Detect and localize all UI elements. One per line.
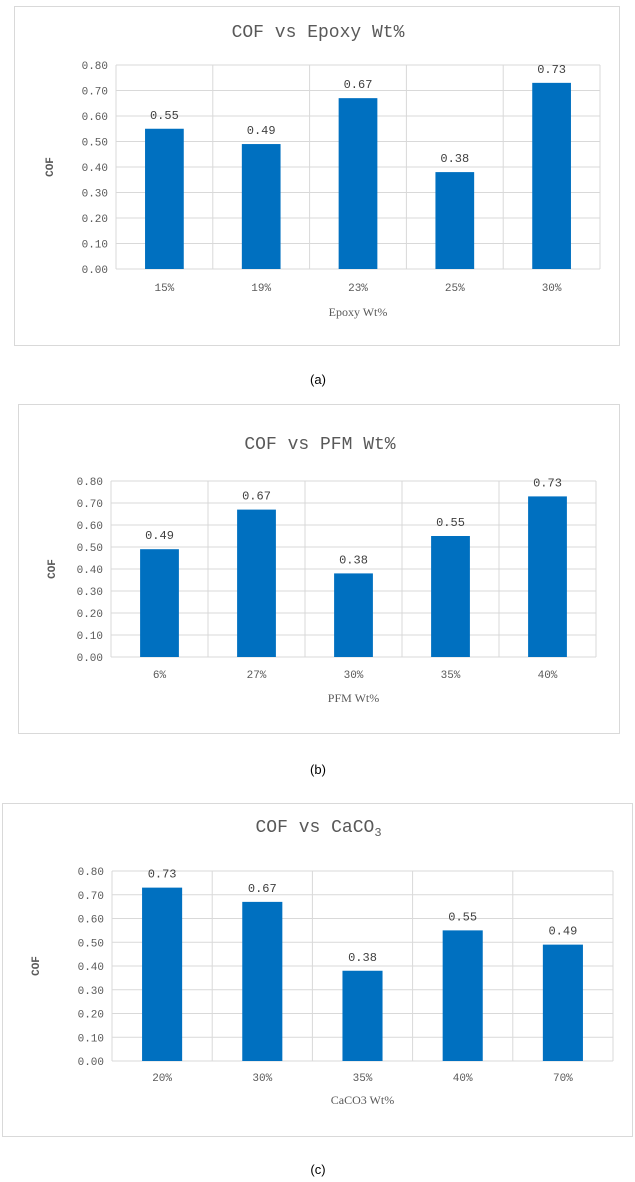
x-tick-label: 23% [348, 283, 368, 295]
caption-a: (a) [310, 372, 326, 387]
bar-15pct [145, 128, 184, 269]
data-label: 0.73 [537, 63, 566, 77]
data-label: 0.38 [339, 553, 368, 567]
bar-40pct [528, 496, 567, 657]
chart-panel-c: COF vs CaCO3 0.00 0.10 0.20 0.30 0.40 0.50 0.60… [2, 803, 633, 1137]
x-tick-label: 25% [445, 283, 465, 295]
caption-c: (c) [310, 1162, 326, 1177]
bar-30pct [532, 82, 571, 269]
x-tick-label: 15% [154, 283, 174, 295]
x-tick-label: 70% [553, 1073, 573, 1085]
y-tick-label: 0.60 [77, 521, 103, 533]
y-tick-label: 0.20 [82, 214, 108, 226]
data-label: 0.49 [548, 925, 577, 939]
bar-23pct [338, 98, 378, 270]
data-label: 0.67 [248, 882, 277, 896]
y-tick-label: 0.70 [82, 87, 108, 99]
data-label: 0.38 [440, 152, 469, 166]
y-tick-label: 0.50 [78, 938, 104, 950]
data-label: 0.67 [242, 490, 271, 504]
y-tick-label: 0.10 [78, 1033, 104, 1045]
chart-title: COF vs Epoxy Wt% [232, 23, 405, 43]
chart-title: COF vs PFM Wt% [244, 435, 395, 455]
data-label: 0.55 [150, 109, 179, 123]
x-axis-title: PFM Wt% [328, 691, 379, 705]
bar-35pct [342, 970, 383, 1061]
x-tick-label: 35% [353, 1073, 373, 1085]
chart-panel-a: COF vs Epoxy Wt% 0.00 0.10 0.20 0.30 0.40 0.50… [14, 6, 620, 346]
chart-svg-a: COF vs Epoxy Wt% 0.00 0.10 0.20 0.30 0.40 0.50… [45, 23, 601, 319]
x-tick-label: 30% [252, 1073, 272, 1085]
y-axis-title: COF [31, 956, 43, 976]
y-axis-title: COF [47, 559, 59, 579]
bar-6pct [140, 549, 179, 657]
y-tick-label: 0.80 [78, 867, 104, 879]
bar-27pct [237, 509, 276, 657]
y-tick-label: 0.20 [78, 1010, 104, 1022]
y-tick-label: 0.40 [82, 163, 108, 175]
x-tick-label: 40% [453, 1073, 473, 1085]
data-label: 0.55 [448, 910, 477, 924]
caption-b: (b) [310, 762, 326, 777]
y-tick-label: 0.00 [77, 653, 103, 665]
y-tick-label: 0.40 [78, 962, 104, 974]
data-label: 0.73 [533, 476, 562, 490]
bar-40pct [442, 930, 483, 1061]
y-tick-label: 0.60 [82, 112, 108, 124]
y-tick-label: 0.20 [77, 609, 103, 621]
x-axis-title: Epoxy Wt% [329, 305, 388, 319]
chart-title: COF vs CaCO3 [255, 818, 381, 840]
x-tick-label: 35% [441, 670, 461, 682]
bar-30pct [242, 901, 283, 1061]
y-tick-label: 0.30 [82, 189, 108, 201]
bar-35pct [431, 536, 470, 657]
y-tick-label: 0.60 [78, 915, 104, 927]
data-label: 0.73 [148, 868, 177, 882]
x-axis-title: CaCO3 Wt% [331, 1093, 394, 1107]
y-tick-label: 0.70 [78, 891, 104, 903]
y-tick-label: 0.10 [82, 240, 108, 252]
y-tick-label: 0.80 [82, 61, 108, 73]
y-tick-label: 0.50 [82, 138, 108, 150]
x-tick-label: 19% [251, 283, 271, 295]
bar-30pct [334, 573, 373, 657]
bar-25pct [435, 172, 475, 269]
y-tick-label: 0.30 [78, 986, 104, 998]
y-tick-label: 0.10 [77, 631, 103, 643]
x-tick-label: 20% [152, 1073, 172, 1085]
data-label: 0.67 [344, 78, 373, 92]
x-tick-label: 30% [542, 283, 562, 295]
x-tick-label: 6% [153, 670, 167, 682]
y-tick-label: 0.80 [77, 477, 103, 489]
y-tick-label: 0.00 [78, 1057, 104, 1069]
bar-70pct [542, 944, 583, 1061]
y-tick-label: 0.50 [77, 543, 103, 555]
y-tick-label: 0.30 [77, 587, 103, 599]
x-tick-label: 40% [538, 670, 558, 682]
y-tick-label: 0.00 [82, 265, 108, 277]
y-axis-title: COF [45, 157, 57, 177]
y-tick-label: 0.40 [77, 565, 103, 577]
data-label: 0.49 [247, 124, 276, 138]
chart-panel-b: COF vs PFM Wt% 0.00 0.10 0.20 0.30 0.40 0.50 0.… [18, 404, 620, 734]
y-tick-label: 0.70 [77, 499, 103, 511]
x-tick-label: 30% [344, 670, 364, 682]
bar-20pct [142, 887, 183, 1061]
chart-svg-c: COF vs CaCO3 0.00 0.10 0.20 0.30 0.40 0.50 0.60… [31, 818, 614, 1107]
chart-svg-b: COF vs PFM Wt% 0.00 0.10 0.20 0.30 0.40 0.50 0.… [47, 435, 597, 705]
data-label: 0.38 [348, 951, 377, 965]
data-label: 0.49 [145, 529, 174, 543]
x-tick-label: 27% [247, 670, 267, 682]
data-label: 0.55 [436, 516, 465, 530]
bar-19pct [241, 144, 281, 269]
